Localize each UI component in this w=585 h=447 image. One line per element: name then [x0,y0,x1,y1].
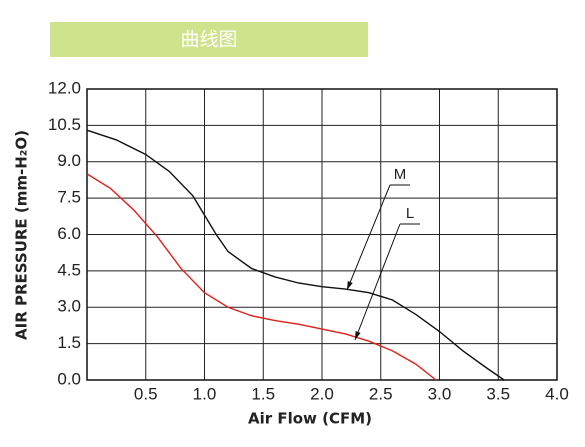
x-tick-label: 0.5 [134,384,158,403]
x-tick-label: 1.5 [251,384,275,403]
x-axis-title: Air Flow (CFM) [248,410,372,428]
arrow-head [347,281,353,290]
header-title: 曲线图 [180,29,237,51]
x-tick-label: 2.0 [310,384,334,403]
x-tick-label: 3.0 [428,384,452,403]
y-axis-title: AIR PRESSURE (mm-H₂O) [13,130,31,340]
curve [86,173,437,381]
y-tick-label: 1.5 [57,333,81,352]
curve-label: L [406,205,414,222]
y-tick-label: 7.5 [57,188,81,207]
x-tick-label: 2.5 [369,384,393,403]
curve-label: M [394,166,407,183]
y-tick-label: 3.0 [57,297,81,316]
x-tick-label: 4.0 [545,384,569,403]
y-tick-label: 0.0 [57,369,81,388]
header-bar [50,22,368,57]
y-tick-label: 12.0 [48,78,81,97]
y-tick-label: 6.0 [57,224,81,243]
y-tick-label: 4.5 [57,260,81,279]
label-leader [346,184,391,291]
arrow-head [355,331,361,340]
label-leader [354,223,401,341]
plot-frame [86,88,558,381]
x-tick-label: 1.0 [193,384,217,403]
y-tick-label: 10.5 [48,115,81,134]
x-tick-label: 3.5 [486,384,510,403]
y-tick-label: 9.0 [57,151,81,170]
curve [86,129,505,381]
